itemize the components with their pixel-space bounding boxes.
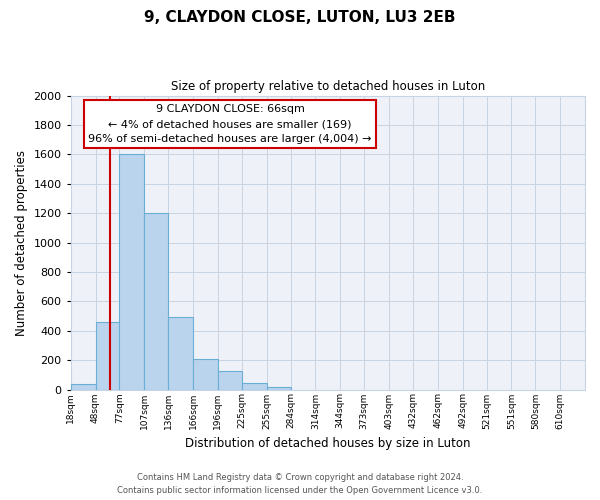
Y-axis label: Number of detached properties: Number of detached properties (15, 150, 28, 336)
Bar (119, 154, 144, 390)
Bar (168, 318, 193, 390)
Text: 9, CLAYDON CLOSE, LUTON, LU3 2EB: 9, CLAYDON CLOSE, LUTON, LU3 2EB (144, 10, 456, 25)
Text: Contains HM Land Registry data © Crown copyright and database right 2024.
Contai: Contains HM Land Registry data © Crown c… (118, 474, 482, 495)
Bar (95, 322, 119, 390)
Title: Size of property relative to detached houses in Luton: Size of property relative to detached ho… (171, 80, 485, 93)
Bar (71, 384, 95, 390)
Bar (193, 358, 218, 390)
Bar (144, 213, 168, 390)
X-axis label: Distribution of detached houses by size in Luton: Distribution of detached houses by size … (185, 437, 470, 450)
Bar (218, 371, 242, 390)
Text: 9 CLAYDON CLOSE: 66sqm
← 4% of detached houses are smaller (169)
96% of semi-det: 9 CLAYDON CLOSE: 66sqm ← 4% of detached … (88, 104, 372, 144)
Bar (266, 386, 290, 390)
Bar (242, 383, 266, 390)
